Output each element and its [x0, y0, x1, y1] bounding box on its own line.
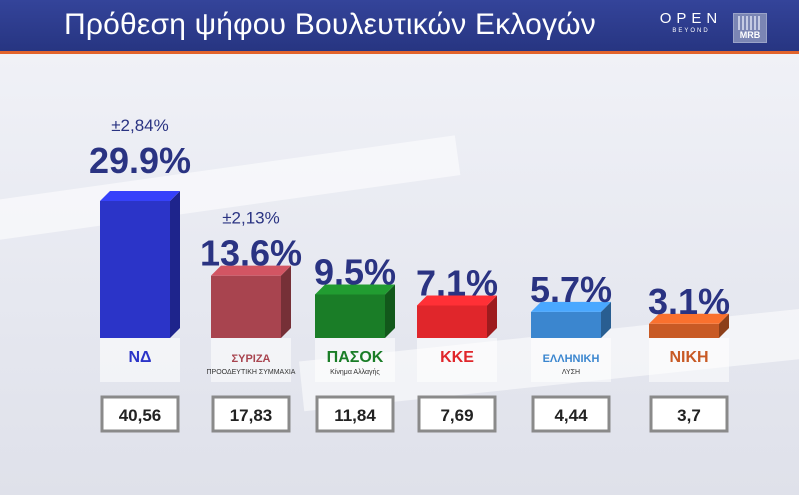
- channel-logo-sub: BEYOND: [672, 28, 710, 34]
- bottom-value-box: [417, 395, 497, 433]
- value-label: 9.5%: [314, 251, 396, 292]
- bar-top: [100, 191, 180, 201]
- bar-side: [170, 191, 180, 338]
- bar-top: [649, 313, 729, 324]
- bar-side: [281, 265, 291, 338]
- bar-side: [385, 284, 395, 338]
- margin-of-error-label: ±2,84%: [111, 116, 169, 135]
- party-logo-sub: ΛΥΣΗ: [562, 369, 580, 376]
- party-logo-plate: [649, 338, 729, 382]
- pollster-logo: MRB: [733, 13, 767, 43]
- bottom-value-box: [100, 395, 180, 433]
- party-logo-plate: [211, 338, 291, 382]
- bar: [531, 311, 601, 338]
- margin-of-error-label: ±2,13%: [222, 209, 280, 228]
- bar-side: [719, 313, 729, 338]
- value-label: 5.7%: [530, 269, 612, 310]
- value-label: 7.1%: [416, 262, 498, 303]
- header-accent-rule: [0, 51, 799, 54]
- value-label: 13.6%: [200, 233, 302, 274]
- party-logo-text: ΠΑΣΟΚ: [327, 349, 384, 366]
- party-logo-plate: [100, 338, 180, 382]
- channel-logo-word: OPEN: [659, 10, 723, 27]
- page-title: Πρόθεση ψήφου Βουλευτικών Εκλογών: [64, 8, 597, 41]
- bar-top: [417, 295, 497, 306]
- party-logo-sub: Κίνημα Αλλαγής: [330, 368, 380, 376]
- header-bar: Πρόθεση ψήφου Βουλευτικών Εκλογών OPEN B…: [0, 0, 799, 54]
- bottom-value-label: 17,83: [230, 406, 273, 425]
- pollster-logo-bars: [738, 16, 762, 30]
- bar: [417, 305, 487, 338]
- bar: [649, 323, 719, 338]
- bottom-value-label: 4,44: [554, 406, 588, 425]
- bar: [211, 275, 281, 338]
- value-label: 29.9%: [89, 140, 191, 181]
- bar-top: [315, 284, 395, 295]
- bar-top: [531, 301, 611, 312]
- party-logo-plate: [531, 338, 611, 382]
- party-logo-plate: [417, 338, 497, 382]
- bottom-value-label: 40,56: [119, 406, 162, 425]
- pollster-logo-text: MRB: [739, 30, 761, 40]
- party-logo-sub: ΠΡΟΟΔΕΥΤΙΚΗ ΣΥΜΜΑΧΙΑ: [207, 369, 296, 376]
- bottom-value-label: 7,69: [440, 406, 473, 425]
- bottom-value-box: [211, 395, 291, 433]
- bar: [100, 201, 170, 338]
- bar-top: [211, 265, 291, 276]
- bar-side: [601, 301, 611, 338]
- party-logo-text: ΕΛΛΗΝΙΚΗ: [543, 353, 600, 365]
- bottom-value-box: [315, 395, 395, 433]
- party-logo-text: ΝΙΚΗ: [669, 349, 708, 366]
- party-logo-plate: [315, 338, 395, 382]
- bottom-value-box: [531, 395, 611, 433]
- bottom-value-box: [649, 395, 729, 433]
- bar-side: [487, 295, 497, 338]
- value-label: 3.1%: [648, 281, 730, 322]
- bottom-value-label: 11,84: [334, 406, 376, 425]
- bar: [315, 294, 385, 338]
- channel-logo: OPEN BEYOND: [656, 10, 726, 34]
- party-logo-text: ΚΚΕ: [440, 349, 474, 366]
- bottom-value-label: 3,7: [677, 406, 701, 425]
- party-logo-text: ΣΥΡΙΖΑ: [232, 353, 271, 365]
- party-logo-text: ΝΔ: [128, 349, 151, 366]
